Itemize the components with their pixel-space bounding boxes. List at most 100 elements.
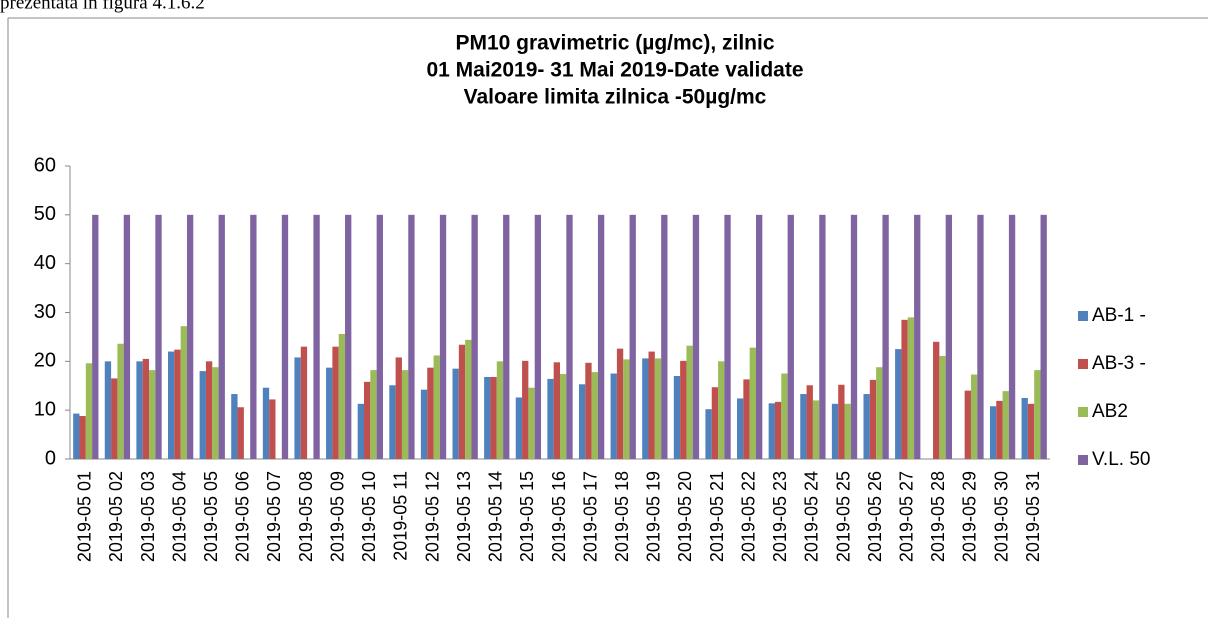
- bar: [680, 360, 687, 459]
- bar: [281, 214, 289, 459]
- bar: [218, 214, 225, 459]
- legend-swatch: [1078, 311, 1088, 321]
- x-tick-label: 2019-05 03: [138, 471, 158, 562]
- bar: [117, 343, 124, 459]
- bar: [749, 347, 756, 459]
- bar: [92, 214, 99, 459]
- bar: [964, 390, 971, 459]
- bar: [136, 361, 143, 459]
- bar: [484, 376, 491, 459]
- bar: [522, 360, 529, 459]
- bar: [692, 214, 700, 459]
- bar: [401, 370, 409, 459]
- y-tick-label: 30: [34, 301, 56, 323]
- bar: [831, 403, 839, 459]
- bar: [705, 409, 712, 459]
- bar: [863, 394, 870, 459]
- bar: [212, 367, 219, 459]
- x-tick-label: 2019-05 10: [359, 471, 379, 562]
- bar: [585, 362, 592, 459]
- bar: [376, 214, 383, 459]
- bar: [528, 387, 535, 459]
- bar: [718, 361, 725, 459]
- legend-swatch: [1078, 407, 1088, 417]
- bar: [629, 214, 636, 459]
- chart-title: Valoare limita zilnica -50µg/mc: [464, 86, 767, 109]
- legend-label: AB-3 -: [1092, 353, 1146, 374]
- bar: [168, 351, 175, 459]
- y-tick-label: 20: [34, 350, 56, 372]
- bar: [389, 385, 396, 459]
- x-tick-label: 2019-05 12: [422, 471, 442, 562]
- bar: [774, 401, 782, 459]
- chart-title: PM10 gravimetric (µg/mc), zilnic: [455, 32, 774, 55]
- bar: [503, 214, 510, 459]
- bar: [1008, 214, 1016, 459]
- bar: [420, 389, 428, 459]
- bar: [433, 355, 440, 459]
- x-tick-label: 2019-05 05: [201, 471, 221, 562]
- bar: [199, 371, 206, 459]
- legend-label: V.L. 50: [1092, 449, 1150, 470]
- bar: [395, 357, 402, 459]
- bar: [496, 361, 504, 459]
- bar: [970, 374, 978, 459]
- chart-title: 01 Mai2019- 31 Mai 2019-Date validate: [426, 59, 803, 82]
- bar: [673, 375, 681, 459]
- y-tick-label: 50: [34, 203, 56, 225]
- bar: [180, 326, 187, 459]
- x-tick-label: 2019-05 14: [486, 471, 506, 562]
- legend-swatch: [1078, 455, 1088, 465]
- bar: [364, 381, 371, 459]
- bar: [155, 214, 162, 459]
- bar: [768, 403, 775, 459]
- bar: [338, 333, 346, 459]
- bar: [111, 378, 118, 459]
- bar: [648, 351, 655, 459]
- bar: [882, 214, 889, 459]
- bar: [623, 359, 630, 459]
- bar: [850, 214, 858, 459]
- x-tick-label: 2019-05 06: [233, 471, 253, 562]
- x-tick-label: 2019-05 20: [675, 471, 695, 562]
- legend-label: AB-1 -: [1092, 305, 1146, 326]
- bar: [996, 400, 1003, 459]
- bar: [610, 373, 617, 459]
- bar: [642, 358, 649, 459]
- page-text: prezentata in figura 4.1.6.2: [0, 0, 205, 13]
- bar: [901, 319, 908, 459]
- bar: [711, 387, 719, 459]
- bar: [661, 214, 668, 459]
- x-tick-label: 2019-05 17: [580, 471, 600, 562]
- bar: [819, 214, 826, 459]
- bar: [654, 358, 662, 459]
- bar: [123, 214, 131, 459]
- bar: [787, 214, 794, 459]
- bar: [471, 214, 478, 459]
- bar: [869, 379, 877, 459]
- bar: [597, 214, 605, 459]
- bar: [332, 346, 339, 459]
- x-tick-label: 2019-05 02: [106, 471, 126, 562]
- bar: [844, 403, 851, 459]
- bar: [989, 406, 997, 459]
- bar: [781, 373, 788, 459]
- bar: [458, 344, 466, 459]
- bar: [370, 370, 377, 459]
- x-tick-label: 2019-05 24: [802, 471, 822, 562]
- bar: [231, 394, 238, 459]
- bar: [895, 349, 902, 459]
- x-tick-label: 2019-05 16: [549, 471, 569, 562]
- y-tick-label: 10: [34, 398, 56, 420]
- bar: [686, 345, 693, 459]
- x-tick-label: 2019-05 27: [896, 471, 916, 562]
- legend-swatch: [1078, 359, 1088, 369]
- x-tick-label: 2019-05 25: [833, 471, 853, 562]
- bar: [515, 397, 523, 459]
- bar: [186, 214, 194, 459]
- bar: [294, 357, 301, 459]
- bar: [616, 348, 624, 459]
- bar: [914, 214, 921, 459]
- bar: [578, 384, 586, 459]
- bar: [838, 384, 845, 459]
